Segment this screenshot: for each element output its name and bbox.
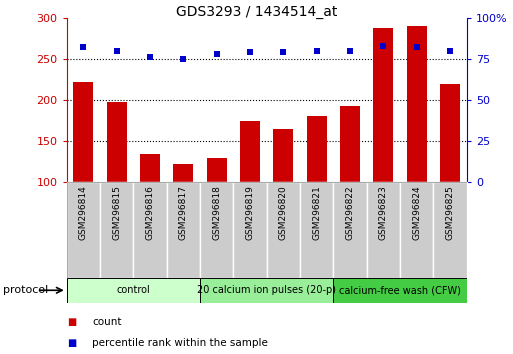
Point (112, 48, 121, 53)
Bar (333, 182, 367, 278)
Bar (233, 182, 267, 278)
Text: GSM296824: GSM296824 (412, 185, 421, 240)
Bar (140, 154, 160, 182)
Bar (373, 28, 393, 182)
Text: GSM296821: GSM296821 (312, 185, 321, 240)
Text: GSM296816: GSM296816 (146, 185, 154, 240)
Text: GSM296815: GSM296815 (112, 185, 121, 240)
Text: calcium-free wash (CFW): calcium-free wash (CFW) (339, 285, 461, 295)
Bar (67, 278, 200, 303)
Point (212, 51, 221, 57)
Bar (200, 182, 233, 278)
Text: GDS3293 / 1434514_at: GDS3293 / 1434514_at (176, 5, 337, 19)
Bar (400, 182, 433, 278)
Text: GSM296819: GSM296819 (246, 185, 254, 240)
Bar (207, 159, 227, 182)
Bar (407, 26, 427, 182)
Bar (340, 106, 360, 182)
Point (346, 48, 354, 53)
Text: protocol: protocol (3, 285, 48, 295)
Text: GSM296822: GSM296822 (346, 185, 354, 240)
Text: ■: ■ (67, 338, 76, 348)
Point (312, 48, 321, 53)
Bar (273, 129, 293, 182)
Bar (440, 84, 460, 182)
Bar (73, 82, 93, 182)
Point (412, 45, 421, 50)
Bar (307, 116, 327, 182)
Bar (333, 278, 467, 303)
Text: GSM296825: GSM296825 (446, 185, 455, 240)
Bar (433, 182, 467, 278)
Bar (167, 182, 200, 278)
Bar (100, 182, 133, 278)
Bar (67, 182, 100, 278)
Bar (200, 278, 333, 303)
Point (146, 55, 154, 60)
Point (446, 48, 454, 53)
Point (379, 43, 388, 48)
Bar (107, 102, 127, 182)
Text: GSM296820: GSM296820 (279, 185, 288, 240)
Text: GSM296817: GSM296817 (179, 185, 188, 240)
Bar (300, 182, 333, 278)
Bar (367, 182, 400, 278)
Text: count: count (92, 317, 122, 327)
Text: control: control (116, 285, 150, 295)
Text: GSM296823: GSM296823 (379, 185, 388, 240)
Text: percentile rank within the sample: percentile rank within the sample (92, 338, 268, 348)
Point (246, 50, 254, 55)
Bar (173, 164, 193, 182)
Text: GSM296818: GSM296818 (212, 185, 221, 240)
Point (79, 45, 87, 50)
Point (179, 56, 187, 62)
Bar (267, 182, 300, 278)
Bar (133, 182, 167, 278)
Point (279, 50, 287, 55)
Bar (240, 121, 260, 182)
Text: ■: ■ (67, 317, 76, 327)
Text: 20 calcium ion pulses (20-p): 20 calcium ion pulses (20-p) (198, 285, 336, 295)
Text: GSM296814: GSM296814 (79, 185, 88, 240)
